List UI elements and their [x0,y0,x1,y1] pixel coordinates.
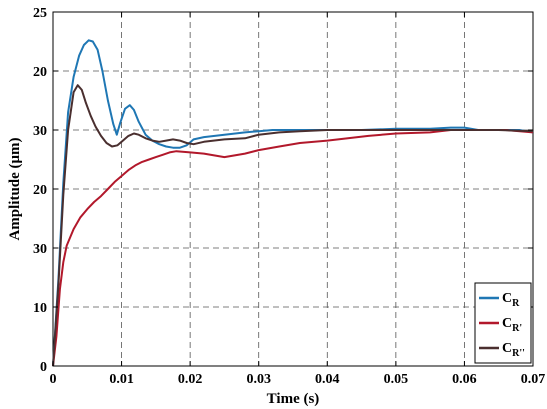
x-tick-label: 0.06 [452,372,477,387]
tick-marks [52,11,534,367]
x-tick-label: 0 [50,372,57,387]
x-tick-label: 0.05 [384,372,409,387]
x-tick-label: 0.07 [521,372,546,387]
y-tick-label: 20 [33,65,47,80]
y-tick-label: 30 [33,124,47,139]
x-tick-label: 0.03 [246,372,271,387]
y-tick-label: 30 [33,242,47,257]
series-line [52,129,534,367]
x-tick-label: 0.02 [178,372,203,387]
y-tick-label: 25 [33,6,47,21]
x-tick-label: 0.04 [315,372,340,387]
y-tick-label: 10 [33,301,47,316]
y-tick-labels: 0 10 30 20 30 20 25 [33,6,47,375]
y-tick-label: 20 [33,183,47,198]
series-line [52,84,534,367]
x-tick-label: 0.01 [109,372,134,387]
x-axis-label: Time (s) [267,391,320,407]
y-tick-label: 0 [40,360,47,375]
x-tick-labels: 0 0.01 0.02 0.03 0.04 0.05 0.06 0.07 [50,372,546,387]
series-lines [52,39,534,367]
y-axis-label: Amplitude (μm) [7,137,23,240]
